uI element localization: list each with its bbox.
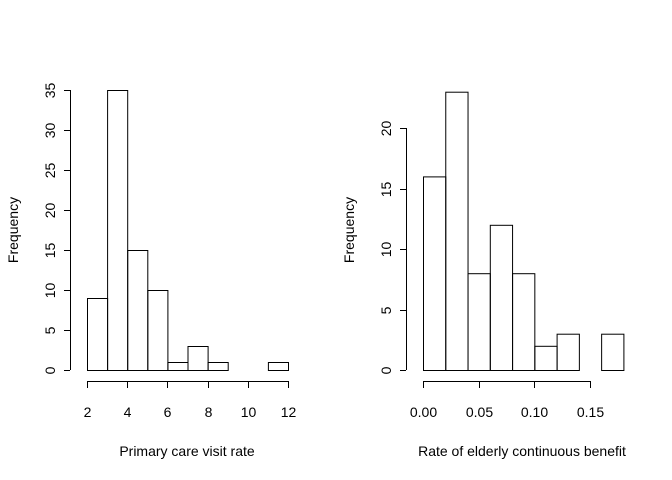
histogram-bar bbox=[207, 362, 229, 371]
histogram-bar bbox=[556, 333, 580, 372]
y-tick-label: 35 bbox=[42, 83, 58, 99]
histogram-bar bbox=[512, 273, 536, 372]
histogram-bar bbox=[107, 90, 129, 371]
x-axis: 0.00 0.05 0.10 0.15 bbox=[410, 381, 604, 420]
x-tick-label: 0.15 bbox=[577, 404, 604, 420]
x-tick-label: 0.10 bbox=[521, 404, 548, 420]
histogram-bar bbox=[167, 362, 189, 371]
histogram-bar bbox=[601, 333, 625, 372]
histogram-bar bbox=[127, 250, 149, 371]
y-tick-label: 0 bbox=[378, 366, 394, 374]
x-tick-label: 12 bbox=[281, 404, 297, 420]
y-tick-label: 5 bbox=[378, 306, 394, 314]
x-axis: 2 4 6 8 10 12 bbox=[84, 381, 297, 420]
histogram-bar bbox=[267, 362, 289, 371]
x-tick-label: 8 bbox=[205, 404, 213, 420]
x-tick-label: 10 bbox=[241, 404, 257, 420]
x-tick-label: 4 bbox=[124, 404, 132, 420]
y-tick-label: 5 bbox=[42, 326, 58, 334]
y-tick-label: 10 bbox=[42, 283, 58, 299]
x-tick-label: 2 bbox=[84, 404, 92, 420]
histogram-bar bbox=[534, 345, 558, 371]
y-axis-label: Frequency bbox=[5, 197, 21, 263]
histogram-bars bbox=[423, 91, 625, 372]
y-tick-label: 30 bbox=[42, 123, 58, 139]
y-axis: 0 5 10 15 20 25 30 35 bbox=[42, 83, 71, 374]
y-tick-label: 25 bbox=[42, 163, 58, 179]
y-tick-label: 10 bbox=[378, 242, 394, 258]
histogram-bar bbox=[423, 176, 447, 371]
y-axis-label: Frequency bbox=[341, 197, 357, 263]
y-tick-label: 15 bbox=[378, 182, 394, 198]
histogram-bar bbox=[445, 91, 469, 371]
x-axis-label: Primary care visit rate bbox=[119, 443, 255, 459]
x-tick-label: 0.00 bbox=[410, 404, 437, 420]
x-tick-label: 6 bbox=[164, 404, 172, 420]
histogram-bar bbox=[87, 298, 109, 371]
histogram-bar bbox=[187, 346, 209, 371]
y-tick-label: 20 bbox=[42, 203, 58, 219]
x-tick-label: 0.05 bbox=[466, 404, 493, 420]
histogram-bar bbox=[489, 224, 514, 371]
y-tick-label: 15 bbox=[42, 243, 58, 259]
y-axis: 0 5 10 15 20 bbox=[378, 121, 407, 374]
histogram-elderly-benefit: 0.00 0.05 0.10 0.15 0 5 10 15 20 Rate of elderl… bbox=[341, 91, 626, 459]
histogram-bar bbox=[467, 273, 491, 372]
histogram-bars bbox=[87, 90, 289, 371]
y-tick-label: 0 bbox=[42, 366, 58, 374]
histogram-primary-care: 2 4 6 8 10 12 0 5 10 15 20 25 30 35 Primary care vis… bbox=[5, 83, 296, 459]
histogram-bar bbox=[147, 290, 169, 371]
x-axis-label: Rate of elderly continuous benefit bbox=[418, 443, 626, 459]
y-tick-label: 20 bbox=[378, 121, 394, 137]
